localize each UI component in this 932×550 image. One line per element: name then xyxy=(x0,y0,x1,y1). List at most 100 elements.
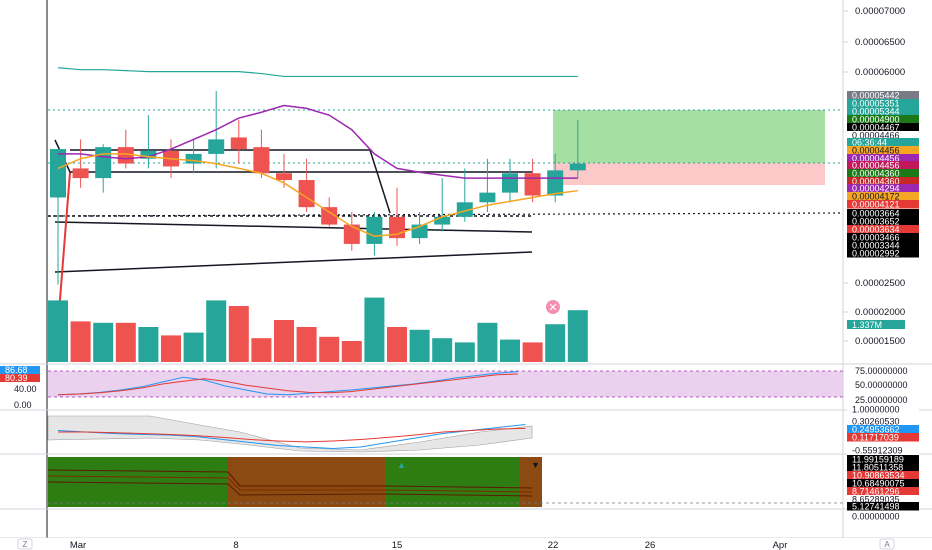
drawing-tools[interactable] xyxy=(47,109,844,326)
volume-bar xyxy=(567,310,588,362)
volume-bar xyxy=(387,327,407,362)
bollinger-upper-line xyxy=(57,67,578,78)
time-tick-label: 22 xyxy=(548,540,559,550)
volume-bar xyxy=(364,297,385,362)
volume-bar xyxy=(432,338,453,362)
macd-label-bg xyxy=(847,425,919,434)
macd-label-text: 0.11717039 xyxy=(852,433,899,443)
auto-scale-button[interactable]: A xyxy=(879,538,895,550)
volume-bar xyxy=(48,300,68,362)
rsi-right-tick: 75.00000000 xyxy=(855,366,908,376)
panel-brown-zone xyxy=(228,457,385,507)
bottom-label-bg xyxy=(847,512,919,521)
price-label-text: 0.00003344 xyxy=(852,241,900,251)
bottom-label-bg xyxy=(847,479,919,488)
moving-average-orange xyxy=(57,153,578,237)
candle-body xyxy=(569,163,586,171)
price-label-text: 0.00003664 xyxy=(852,209,900,219)
volume-bar xyxy=(409,329,430,362)
macd-label-text: 1.00000000 xyxy=(852,405,900,415)
bottom-label-bg xyxy=(847,455,919,464)
rsi-right-tick: 50.00000000 xyxy=(855,380,908,390)
candle-body xyxy=(456,202,473,217)
up-arrow-icon: ▲ xyxy=(397,460,406,470)
price-label-bg xyxy=(847,184,919,193)
zoom-left-label: Z xyxy=(23,540,28,549)
time-tick-label: Mar xyxy=(70,540,86,550)
candle-body xyxy=(366,216,383,244)
price-label-bg xyxy=(847,177,919,186)
panel-brown-zone-2 xyxy=(520,457,542,507)
time-axis[interactable]: Mar 8 15 22 26 Apr xyxy=(0,538,932,550)
volume-bar xyxy=(93,322,114,362)
price-label-bg xyxy=(847,99,919,108)
volume-bar xyxy=(138,327,159,362)
macd-label-text: 0.24953662 xyxy=(852,425,900,435)
bottom-label-text: 10.68490075 xyxy=(852,479,905,489)
price-label-bg xyxy=(847,217,919,226)
rsi-band xyxy=(48,371,843,397)
trendline-bottom xyxy=(54,251,533,273)
volume-bar xyxy=(522,342,543,362)
bottom-label-text: 5.12741498 xyxy=(852,502,900,512)
auto-scale-label: A xyxy=(884,540,890,549)
macd-area xyxy=(47,415,533,453)
price-label-text: 0.00004121 xyxy=(852,200,900,210)
time-tick-label: Apr xyxy=(773,540,788,550)
price-overlays xyxy=(57,67,578,237)
price-label-bg xyxy=(847,225,919,234)
price-label-text: 0.00005442 xyxy=(852,91,900,101)
rsi-left-label-text: 86.68 xyxy=(5,365,28,375)
price-label-text: 0.00003634 xyxy=(852,225,900,235)
price-axis[interactable]: 0.00007000 0.00006500 0.00006000 0.00002500… xyxy=(843,6,905,347)
bottom-label-text: 11.80511358 xyxy=(852,463,903,473)
long-position-loss-zone[interactable] xyxy=(553,163,825,185)
price-label-text: 0.00004900 xyxy=(852,115,900,125)
macd-label-bg xyxy=(847,417,919,426)
price-label-text: 06:36:44 xyxy=(852,138,887,148)
bottom-label-bg xyxy=(847,463,919,472)
price-label-text: 0.00003466 xyxy=(852,233,900,243)
price-label-bg xyxy=(847,169,919,178)
price-label-bg xyxy=(847,91,919,100)
volume-bar xyxy=(296,327,317,362)
rsi-left-label-bg xyxy=(0,366,40,374)
macd-label-text: 0.30260530 xyxy=(852,417,900,427)
rsi-signal-line xyxy=(57,373,518,396)
bottom-label-bg xyxy=(847,495,919,504)
price-label-text: 0.00004466 xyxy=(852,131,900,141)
volume-bar xyxy=(251,338,272,362)
zoom-left-button[interactable]: Z xyxy=(17,538,33,550)
price-label-bg xyxy=(847,233,919,242)
rsi-left-label-text: 80.39 xyxy=(5,373,28,383)
candle-body xyxy=(253,147,270,174)
bottom-indicator-pane: ▲ ▼ 11.9915918911.8051135810.9086353410.68… xyxy=(47,455,919,522)
price-label-text: 0.00004360 xyxy=(852,177,900,187)
volume-bar xyxy=(500,339,520,362)
volume-bar xyxy=(206,300,227,362)
bottom-label-bg xyxy=(847,502,919,511)
candle-body xyxy=(343,224,360,244)
candle-body xyxy=(547,170,564,196)
candle-body xyxy=(321,207,338,225)
price-label-text: 0.00004294 xyxy=(852,184,900,194)
volume-bar xyxy=(161,335,181,362)
price-tick-label: 0.00001500 xyxy=(855,336,905,347)
candle-body xyxy=(185,153,202,164)
entry-arrow-line xyxy=(57,171,71,326)
bottom-label-text: 10.90863534 xyxy=(852,471,905,481)
volume-bars xyxy=(48,297,588,362)
time-tick-label: 26 xyxy=(645,540,656,550)
close-icon: ✕ xyxy=(548,302,557,314)
rsi-left-label-bg xyxy=(0,374,40,382)
macd-label-bg xyxy=(847,405,919,414)
price-tick-label: 0.00006500 xyxy=(855,37,905,48)
price-label-bg xyxy=(847,115,919,124)
price-label-bg xyxy=(847,131,919,140)
long-position-profit-zone[interactable] xyxy=(553,110,825,163)
bottom-label-text: 8.71461296 xyxy=(852,487,900,497)
remove-drawing-button[interactable]: ✕ xyxy=(546,300,560,314)
candle-body xyxy=(230,137,247,150)
